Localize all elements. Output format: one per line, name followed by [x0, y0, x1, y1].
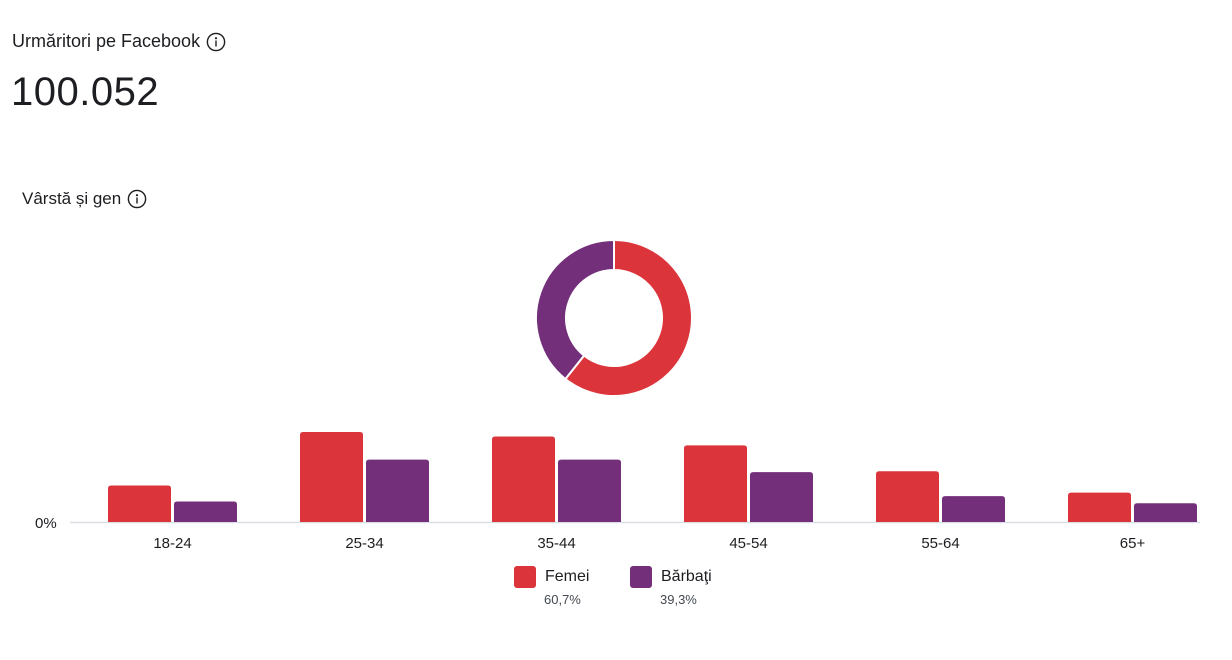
- age-gender-title-label: Vârstă și gen: [22, 189, 122, 208]
- x-tick-label: 45-54: [729, 535, 767, 552]
- bar-45-54-femei: [684, 445, 747, 522]
- bar-25-34-femei: [300, 432, 363, 522]
- bar-45-54-barbati: [750, 472, 813, 522]
- bar-18-24-femei: [108, 485, 171, 522]
- followers-count: 100.052: [11, 70, 160, 114]
- info-icon[interactable]: [127, 189, 147, 209]
- legend-swatch-femei: [514, 566, 536, 588]
- legend-pct-femei: 60,7%: [544, 592, 581, 607]
- followers-title-label: Urmăritori pe Facebook: [12, 31, 201, 51]
- legend-swatch-barbati: [630, 566, 652, 588]
- bar-18-24-barbati: [174, 501, 237, 522]
- x-tick-label: 65+: [1120, 535, 1146, 552]
- x-tick-label: 18-24: [153, 535, 191, 552]
- chart-legend: Femei 60,7% Bărbaţi 39,3%: [0, 566, 1232, 616]
- bar-25-34-barbati: [366, 459, 429, 522]
- bar-35-44-femei: [492, 436, 555, 522]
- info-icon[interactable]: [206, 32, 226, 52]
- x-tick-label: 25-34: [345, 535, 383, 552]
- bar-65+-femei: [1068, 492, 1131, 522]
- bar-65+-barbati: [1134, 503, 1197, 522]
- donut-slice-femei: [564, 238, 693, 397]
- y-tick-label: 0%: [35, 515, 57, 532]
- bar-55-64-femei: [876, 471, 939, 522]
- bar-55-64-barbati: [942, 496, 1005, 522]
- legend-label-femei: Femei: [545, 568, 590, 585]
- donut-slice-brbai: [535, 238, 615, 381]
- age-gender-title: Vârstă și gen: [22, 189, 147, 209]
- bar-35-44-barbati: [558, 459, 621, 522]
- x-tick-label: 35-44: [537, 535, 575, 552]
- followers-title: Urmăritori pe Facebook: [12, 31, 226, 52]
- x-tick-label: 55-64: [921, 535, 959, 552]
- legend-pct-barbati: 39,3%: [660, 592, 697, 607]
- legend-label-barbati: Bărbaţi: [661, 568, 712, 585]
